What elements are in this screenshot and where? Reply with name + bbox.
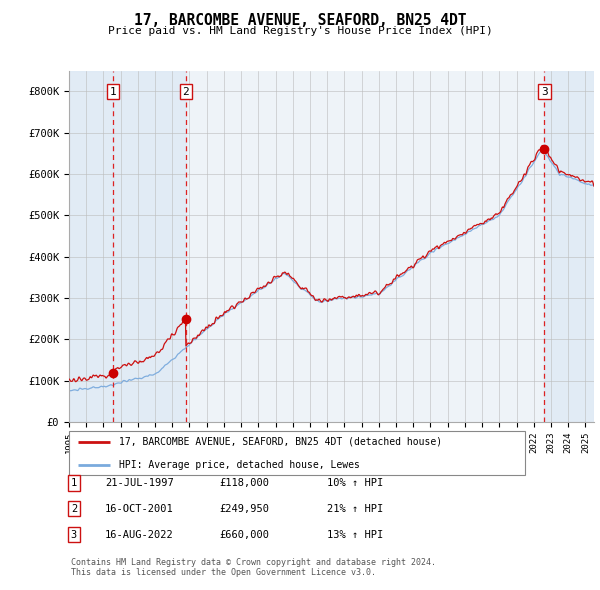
Text: 2: 2 xyxy=(71,504,77,513)
Text: 21% ↑ HPI: 21% ↑ HPI xyxy=(327,504,383,513)
Text: 1: 1 xyxy=(71,478,77,487)
Text: 10% ↑ HPI: 10% ↑ HPI xyxy=(327,478,383,487)
Bar xyxy=(544,71,594,422)
Bar xyxy=(113,71,186,422)
Text: £118,000: £118,000 xyxy=(219,478,269,487)
Text: £660,000: £660,000 xyxy=(219,530,269,539)
Text: 16-AUG-2022: 16-AUG-2022 xyxy=(105,530,174,539)
FancyBboxPatch shape xyxy=(69,431,525,475)
Text: 16-OCT-2001: 16-OCT-2001 xyxy=(105,504,174,513)
Text: 21-JUL-1997: 21-JUL-1997 xyxy=(105,478,174,487)
Text: Contains HM Land Registry data © Crown copyright and database right 2024.
This d: Contains HM Land Registry data © Crown c… xyxy=(71,558,436,577)
Text: 1: 1 xyxy=(110,87,116,97)
Text: Price paid vs. HM Land Registry's House Price Index (HPI): Price paid vs. HM Land Registry's House … xyxy=(107,26,493,36)
Text: 3: 3 xyxy=(541,87,548,97)
Bar xyxy=(69,71,113,422)
Text: 17, BARCOMBE AVENUE, SEAFORD, BN25 4DT (detached house): 17, BARCOMBE AVENUE, SEAFORD, BN25 4DT (… xyxy=(119,437,442,447)
Text: 17, BARCOMBE AVENUE, SEAFORD, BN25 4DT: 17, BARCOMBE AVENUE, SEAFORD, BN25 4DT xyxy=(134,13,466,28)
Text: HPI: Average price, detached house, Lewes: HPI: Average price, detached house, Lewe… xyxy=(119,460,360,470)
Text: 2: 2 xyxy=(182,87,189,97)
Text: £249,950: £249,950 xyxy=(219,504,269,513)
Text: 13% ↑ HPI: 13% ↑ HPI xyxy=(327,530,383,539)
Text: 3: 3 xyxy=(71,530,77,539)
